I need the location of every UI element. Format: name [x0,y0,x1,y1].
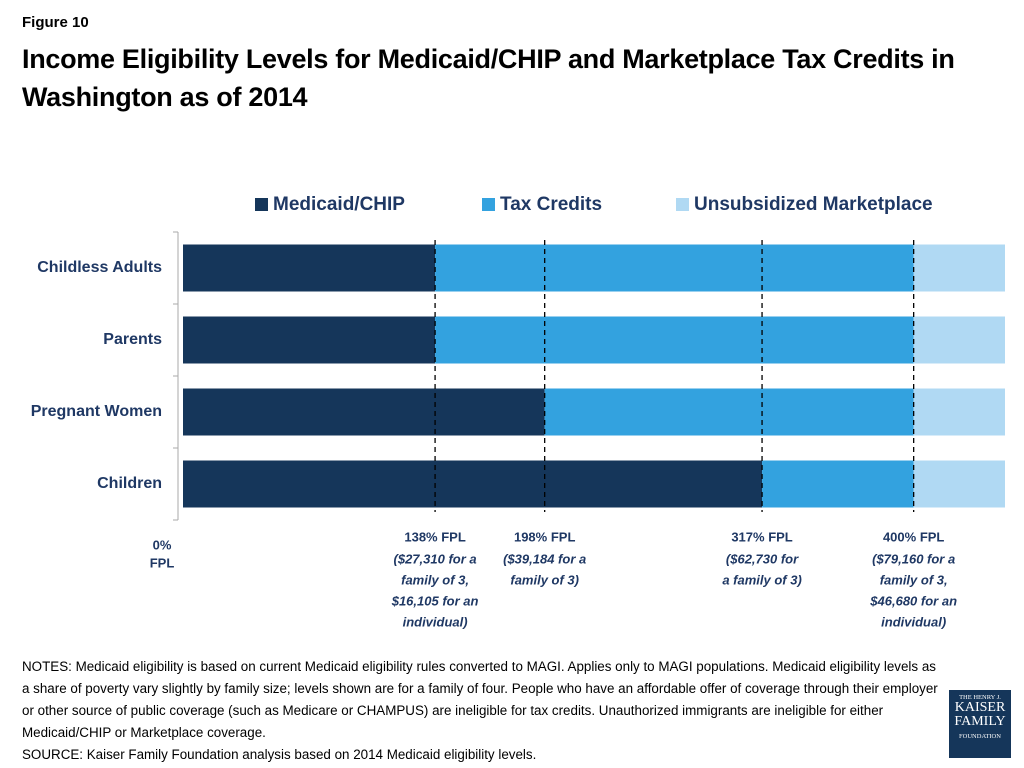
bar-segment [435,316,914,364]
category-label: Childless Adults [37,259,162,276]
threshold-label: 400% FPL [883,529,944,544]
chart: Medicaid/CHIP Tax Credits Unsubsidized Mar… [31,194,1005,629]
bar-segment [913,388,1005,436]
bar-segment [435,244,914,292]
threshold-note: family of 3) [510,572,579,587]
logo-line: KAISER [954,700,1006,715]
bar-segment [183,244,436,292]
threshold-label: 138% FPL [404,529,465,544]
threshold-note: a family of 3) [722,572,801,587]
legend-label: Medicaid/CHIP [273,194,405,215]
threshold-note: $16,105 for an [391,593,479,608]
logo-line: FAMILY [954,714,1006,729]
logo: THE HENRY J. KAISER FAMILY FOUNDATION [949,690,1011,758]
bar-segment [183,460,763,508]
threshold-note: ($39,184 for a [503,551,586,566]
bar-segment [913,316,1005,364]
threshold-note: family of 3, [880,572,948,587]
threshold-note: ($62,730 for [726,551,799,566]
bar-segment [183,316,436,364]
legend-label: Tax Credits [500,194,602,215]
logo-line: FOUNDATION [959,733,1001,740]
threshold-note: individual) [881,614,946,629]
notes: NOTES: Medicaid eligibility is based on … [22,656,942,766]
threshold-label: 317% FPL [731,529,792,544]
category-label: Pregnant Women [31,403,162,420]
threshold-note: family of 3, [401,572,469,587]
bar-segment [913,460,1005,508]
bar-segment [183,388,545,436]
figure-label: Figure 10 [22,14,89,31]
threshold-note: $46,680 for an [869,593,957,608]
category-label: Children [97,475,162,492]
legend-label: Unsubsidized Marketplace [694,194,933,215]
bar-segment [544,388,914,436]
legend-swatch [482,198,495,211]
chart-title: Income Eligibility Levels for Medicaid/C… [22,44,955,112]
origin-label: FPL [150,555,175,570]
threshold-note: ($27,310 for a [394,551,477,566]
threshold-note: individual) [403,614,468,629]
category-label: Parents [103,331,162,348]
origin-label: 0% [153,537,172,552]
legend-swatch [255,198,268,211]
threshold-note: ($79,160 for a [872,551,955,566]
bar-segment [762,460,914,508]
source-text: SOURCE: Kaiser Family Foundation analysi… [22,747,537,762]
bar-segment [913,244,1005,292]
threshold-label: 198% FPL [514,529,575,544]
logo-line: THE HENRY J. [959,694,1001,701]
legend-swatch [676,198,689,211]
notes-text: NOTES: Medicaid eligibility is based on … [22,659,938,740]
